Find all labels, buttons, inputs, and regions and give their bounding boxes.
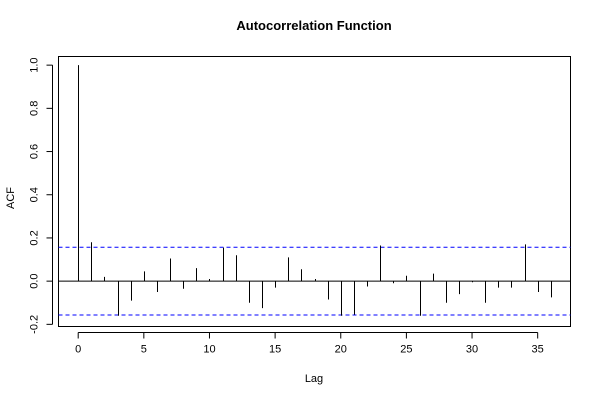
chart-axes: 0 5 10 15 20 25 30 35 -0.2 0.0 0.2 0.4 0.6 0.8 1.0 xyxy=(29,57,544,355)
y-tick-label: -0.2 xyxy=(29,315,41,334)
x-tick-label: 30 xyxy=(466,344,478,356)
x-tick-label: 25 xyxy=(400,344,412,356)
x-tick-label: 35 xyxy=(532,344,544,356)
x-tick-label: 10 xyxy=(203,344,215,356)
y-tick-label: 1.0 xyxy=(29,57,41,72)
y-axis-label: ACF xyxy=(5,187,17,209)
x-tick-label: 5 xyxy=(141,344,147,356)
y-tick-label: 0.6 xyxy=(29,144,41,159)
plot-frame xyxy=(58,56,571,327)
y-tick-label: 0.2 xyxy=(29,230,41,245)
x-tick-label: 0 xyxy=(75,344,81,356)
x-axis-label: Lag xyxy=(305,373,323,385)
y-tick-label: 0.0 xyxy=(29,273,41,288)
y-tick-label: 0.8 xyxy=(29,101,41,116)
x-tick-label: 20 xyxy=(335,344,347,356)
y-tick-label: 0.4 xyxy=(29,187,41,202)
x-tick-label: 15 xyxy=(269,344,281,356)
chart-marks xyxy=(58,65,571,316)
chart-title: Autocorrelation Function xyxy=(236,18,391,33)
